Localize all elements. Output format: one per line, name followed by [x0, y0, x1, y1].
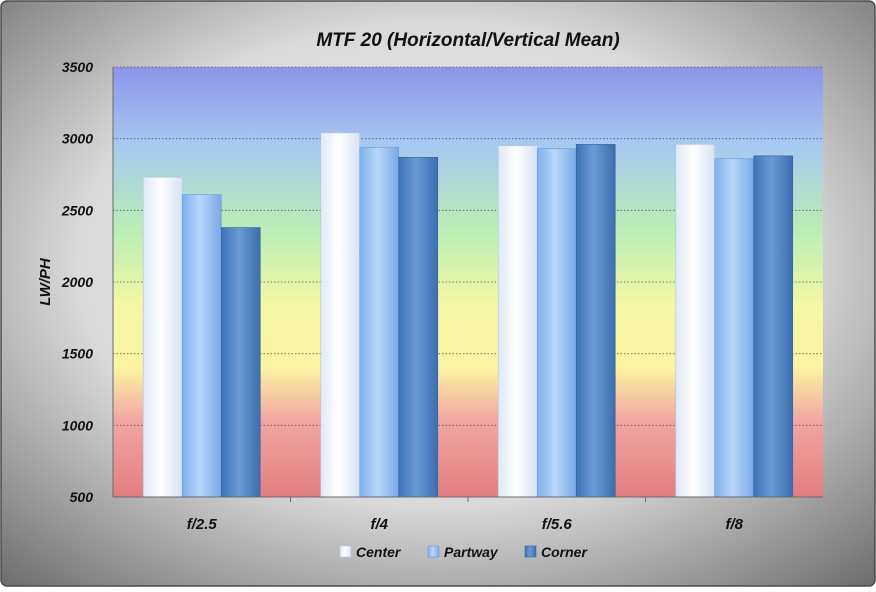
y-tick-labels: 500 1000 1500 2000 2500 3000 3500	[61, 59, 93, 505]
bar-partway-2	[359, 146, 400, 498]
y-tick-label: 3500	[62, 59, 93, 75]
y-tick-label: 500	[70, 489, 94, 505]
legend-swatch-partway	[427, 545, 440, 558]
bar-center-2	[320, 132, 361, 498]
bar-partway-4	[714, 158, 755, 498]
legend: Center Partway Corner	[339, 544, 588, 560]
x-tick-label: f/4	[370, 516, 388, 533]
y-axis-label: LW/PH	[37, 257, 54, 306]
bar-corner-3	[575, 144, 616, 498]
legend-label-center: Center	[356, 544, 402, 560]
bar-partway-3	[536, 148, 577, 498]
x-tick-label: f/8	[725, 516, 743, 533]
x-tick-label: f/5.6	[542, 516, 573, 533]
legend-swatch-corner	[524, 545, 537, 558]
y-tick-label: 3000	[62, 131, 93, 147]
bar-center-4	[675, 144, 716, 498]
bar-corner-1	[220, 227, 261, 498]
bars	[142, 132, 794, 498]
bar-center-1	[142, 177, 183, 498]
bar-center-3	[497, 145, 538, 498]
bar-corner-4	[753, 155, 794, 498]
x-tick-labels: f/2.5 f/4 f/5.6 f/8	[187, 516, 744, 533]
legend-label-partway: Partway	[444, 544, 499, 560]
y-tick-label: 1500	[62, 346, 93, 362]
y-tick-label: 2000	[61, 274, 93, 290]
bar-corner-2	[398, 157, 439, 498]
y-tick-label: 2500	[61, 202, 93, 218]
y-tick-label: 1000	[62, 417, 93, 433]
axes	[112, 67, 823, 502]
legend-label-corner: Corner	[541, 544, 588, 560]
legend-swatch-center	[339, 545, 352, 558]
x-tick-label: f/2.5	[187, 516, 218, 533]
bar-partway-1	[181, 194, 222, 498]
chart-title: MTF 20 (Horizontal/Vertical Mean)	[316, 30, 619, 51]
